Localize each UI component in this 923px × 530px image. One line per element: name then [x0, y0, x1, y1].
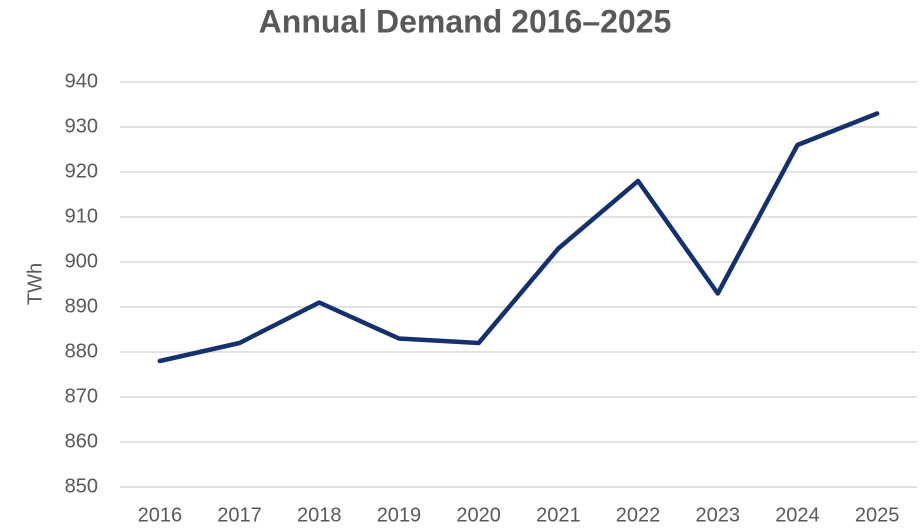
y-tick-label: 860: [65, 430, 98, 452]
y-tick-label: 910: [65, 205, 98, 227]
y-tick-label: 900: [65, 250, 98, 272]
x-tick-label: 2024: [775, 504, 820, 526]
x-tick-label: 2021: [536, 504, 581, 526]
y-tick-label: 890: [65, 295, 98, 317]
y-tick-label: 940: [65, 70, 98, 92]
y-tick-label: 850: [65, 475, 98, 497]
x-tick-label: 2016: [138, 504, 183, 526]
y-tick-label: 920: [65, 160, 98, 182]
x-tick-label: 2025: [855, 504, 900, 526]
chart-title: Annual Demand 2016–2025: [259, 3, 672, 39]
y-tick-label: 880: [65, 340, 98, 362]
x-tick-label: 2020: [456, 504, 501, 526]
x-tick-label: 2019: [377, 504, 422, 526]
y-axis-label: TWh: [24, 263, 46, 305]
y-tick-label: 930: [65, 115, 98, 137]
x-tick-label: 2023: [696, 504, 741, 526]
x-tick-label: 2022: [616, 504, 661, 526]
x-tick-label: 2018: [297, 504, 342, 526]
data-line: [157, 111, 880, 364]
x-tick-label: 2017: [217, 504, 262, 526]
y-tick-label: 870: [65, 385, 98, 407]
